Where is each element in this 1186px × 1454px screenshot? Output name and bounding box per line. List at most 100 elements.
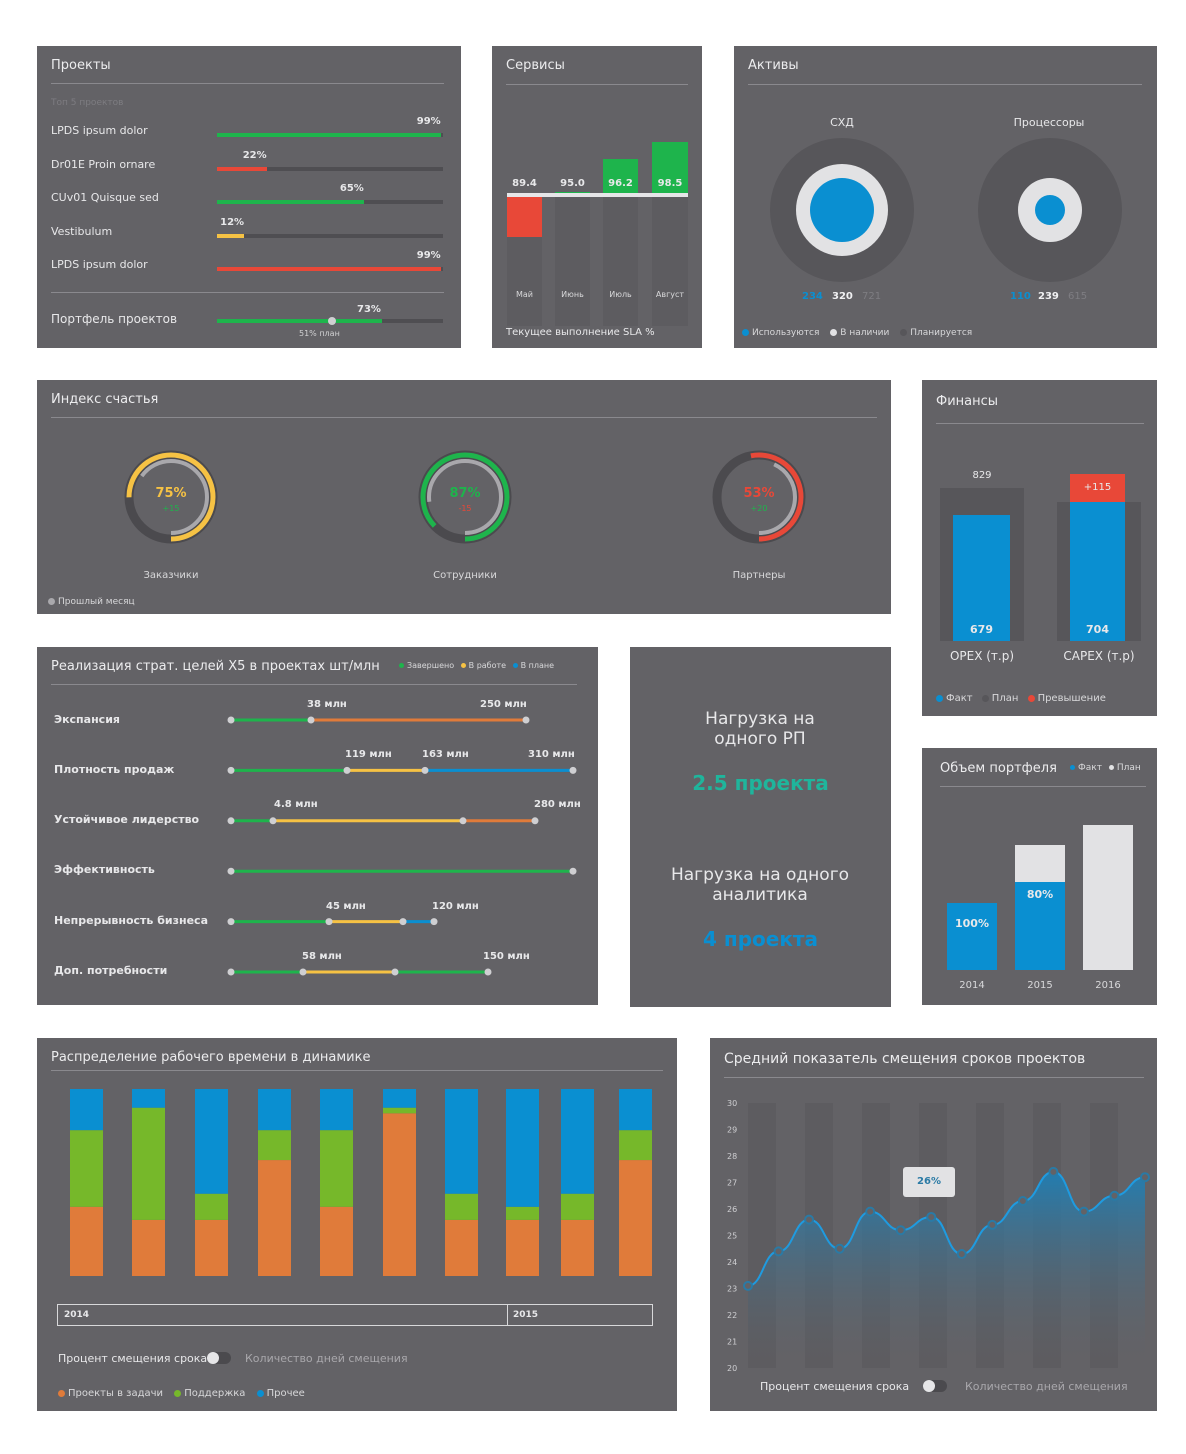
project-progress-value: 12% <box>220 216 245 228</box>
goal-marker <box>522 716 530 724</box>
year-separator <box>507 1305 508 1325</box>
divider <box>51 417 877 418</box>
services-month-may: Май <box>515 290 533 299</box>
shift-toggle-right-label: Количество дней смещения <box>965 1380 1128 1393</box>
year-2014-label: 2014 <box>64 1310 90 1320</box>
worktime-panel: Распределение рабочего времени в динамик… <box>37 1038 677 1411</box>
legend-planned-label: Планируется <box>910 328 973 338</box>
goal-marker <box>459 817 467 825</box>
project-row-label: LPDS ipsum dolor <box>51 258 148 271</box>
shift-tooltip: 26% <box>903 1167 955 1197</box>
worktime-mode-toggle[interactable] <box>207 1352 231 1364</box>
worktime-bar-segment <box>383 1113 416 1276</box>
quarter-label: Q1 <box>79 1287 93 1288</box>
worktime-year-axis: 2014 2015 <box>57 1304 653 1326</box>
portfolio-volume-title: Объем портфеля <box>940 761 1057 776</box>
worktime-bar-segment <box>383 1089 416 1108</box>
projects-subtitle: Топ 5 проектов <box>51 98 124 108</box>
y-tick-label: 27 <box>727 1179 737 1188</box>
quarter-label: Q3 <box>570 1287 584 1288</box>
worktime-bar-segment <box>132 1089 165 1108</box>
worktime-bar-segment <box>258 1130 291 1161</box>
finance-panel: Финансы 829 679 +115 704 OPEX (т.р) CAPE… <box>922 380 1157 716</box>
capex-label: CAPEX (т.р) <box>1063 649 1135 663</box>
portfolio-label: Портфель проектов <box>51 312 178 326</box>
worktime-bar-segment <box>445 1193 478 1220</box>
load-panel: Нагрузка на одного РП 2.5 проекта Нагруз… <box>630 647 891 1007</box>
project-row-label: Vestibulum <box>51 224 113 238</box>
legend-fact-dot <box>1070 765 1075 770</box>
project-progress-fill <box>217 166 267 171</box>
worktime-bar-segment <box>320 1089 353 1131</box>
assets-cpu-label: Процессоры <box>1013 116 1085 129</box>
goal-label-extra: Доп. потребности <box>54 964 168 977</box>
goal-marker <box>569 867 577 875</box>
finance-title: Финансы <box>936 394 999 409</box>
services-title: Сервисы <box>506 58 565 73</box>
services-month-jun: Июнь <box>561 290 584 299</box>
legend-plan-dot <box>512 663 518 668</box>
volume-2014-fact-bar <box>947 903 997 970</box>
worktime-bar-segment <box>195 1193 228 1220</box>
projects-title: Проекты <box>51 58 111 73</box>
gauge-customers-delta: +15 <box>162 504 180 513</box>
shift-point <box>865 1206 876 1217</box>
gauge-current-arc <box>126 452 216 542</box>
goal-value: 280 млн <box>534 799 581 810</box>
goal-label-efficiency: Эффективность <box>54 863 155 876</box>
project-progress-fill <box>217 233 245 238</box>
legend-planned-dot <box>900 329 908 336</box>
load-rp-title: Нагрузка на одного РП <box>705 709 815 749</box>
goal-value: 4.8 млн <box>274 799 318 810</box>
services-month-aug: Август <box>655 290 685 299</box>
shift-area <box>748 1171 1145 1368</box>
portfolio-bar-fill <box>217 319 382 323</box>
services-panel: Сервисы 89.4 95.0 96.2 98.5 Май Июнь Июл… <box>492 46 702 348</box>
worktime-toggle-left-label: Процент смещения срока <box>58 1352 208 1365</box>
worktime-bar-segment <box>619 1130 652 1161</box>
worktime-bar-segment <box>258 1160 291 1276</box>
goal-marker <box>307 716 315 724</box>
goal-value: 45 млн <box>326 901 366 912</box>
worktime-bar-segment <box>132 1107 165 1220</box>
services-col-bg-2 <box>555 196 590 326</box>
project-progress-track <box>217 233 443 238</box>
goal-marker <box>430 918 438 926</box>
finance-legend: Факт План Превышение <box>936 693 1106 704</box>
legend-done-dot <box>399 663 404 668</box>
worktime-bar-segment <box>132 1219 165 1276</box>
goal-value: 150 млн <box>483 951 530 962</box>
load-analyst-value: 4 проекта <box>703 927 818 951</box>
shift-chart: 30 29 28 27 26 25 24 23 22 21 20 <box>727 1099 1150 1373</box>
shift-point <box>1109 1190 1120 1201</box>
project-progress-value: 22% <box>242 149 267 161</box>
project-progress-track <box>217 133 443 137</box>
volume-2014-label: 100% <box>955 917 989 930</box>
gauge-employees-value: 87% <box>449 486 481 501</box>
worktime-bar-segment <box>258 1089 291 1131</box>
goal-marker <box>299 968 307 976</box>
shift-tooltip-value: 26% <box>917 1176 941 1187</box>
opex-label: OPEX (т.р) <box>949 649 1015 663</box>
volume-year-2015: 2015 <box>1027 980 1053 991</box>
goal-label-continuity: Непрерывность бизнеса <box>54 914 209 927</box>
happiness-title: Индекс счастья <box>51 392 159 407</box>
shift-point <box>926 1211 937 1222</box>
storage-planned-value: 721 <box>862 291 882 302</box>
toggle-knob <box>923 1380 935 1392</box>
goal-marker <box>421 766 429 774</box>
shift-mode-toggle[interactable] <box>923 1380 947 1392</box>
goal-value: 250 млн <box>480 699 527 710</box>
quarter-label: Q4 <box>628 1287 642 1288</box>
quarter-label: Q6 <box>392 1287 406 1288</box>
gauge-last-month-arc <box>721 459 797 535</box>
portfolio-plan-label: 51% план <box>299 329 340 338</box>
happiness-gauges <box>124 450 806 544</box>
project-progress-track <box>217 200 443 204</box>
assets-storage-label: СХД <box>830 116 854 129</box>
portfolio-volume-panel: Объем портфеля Факт План 100% 80% 2014 2… <box>922 748 1157 1005</box>
goals-timelines <box>227 716 577 976</box>
y-tick-label: 28 <box>727 1152 737 1161</box>
goal-marker <box>227 766 235 774</box>
divider <box>51 292 444 293</box>
